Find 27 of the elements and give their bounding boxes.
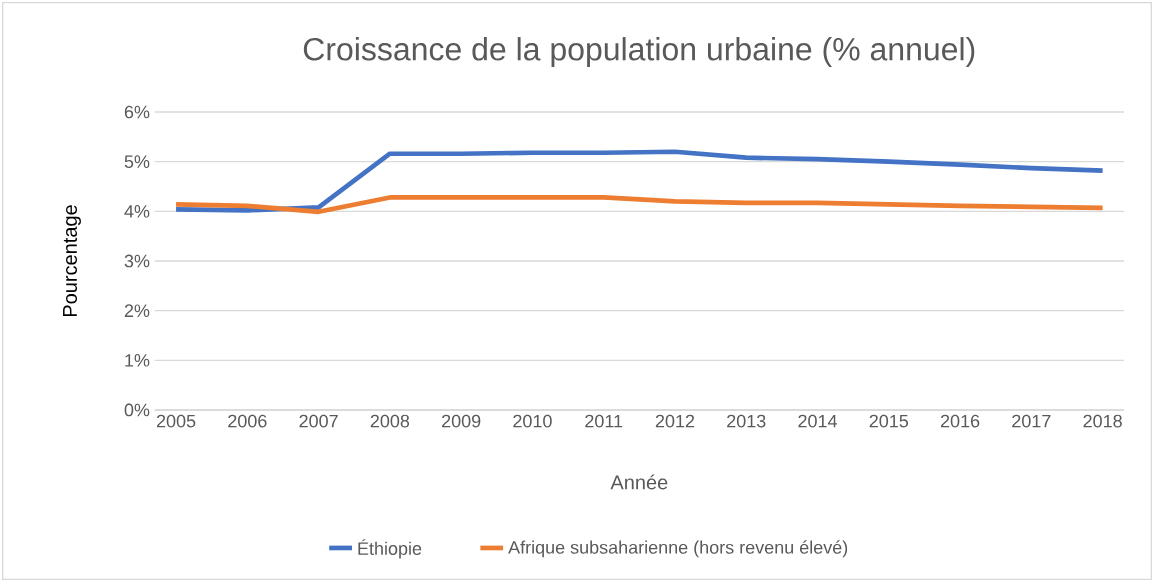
x-tick-label: 2007 [299,414,338,428]
y-tick-label: 0% [124,403,150,417]
legend-label: Afrique subsaharienne (hors revenu élevé) [508,540,848,558]
y-tick-label: 2% [124,304,150,317]
x-tick-label: 2008 [370,414,410,428]
y-tick-label: 3% [124,254,150,268]
x-tick-label: 2014 [798,414,838,428]
x-tick-label: 2010 [513,414,552,428]
x-tick-label: 2013 [727,414,766,428]
legend-label: Éthiopie [358,539,422,559]
x-tick-label: 2016 [940,414,980,428]
y-tick-label: 6% [124,105,150,119]
x-axis-title: Année [610,474,668,490]
x-tick-label: 2012 [655,414,695,428]
y-tick-label: 5% [124,155,150,168]
line-series [173,149,1105,213]
y-tick-label: 1% [125,354,150,367]
x-tick-label: 2018 [1083,414,1122,428]
x-tick-label: 2009 [442,414,481,428]
chart-title: Croissance de la population urbaine (% annuel) [303,37,975,67]
x-tick-label: 2005 [156,414,196,428]
x-tick-label: 2006 [228,414,267,428]
y-tick-label: 4% [124,205,150,218]
y-axis-title: Pourcentage [63,205,81,317]
x-tick-label: 2015 [869,414,909,428]
x-tick-label: 2017 [1012,414,1051,428]
x-tick-label: 2011 [585,414,623,428]
